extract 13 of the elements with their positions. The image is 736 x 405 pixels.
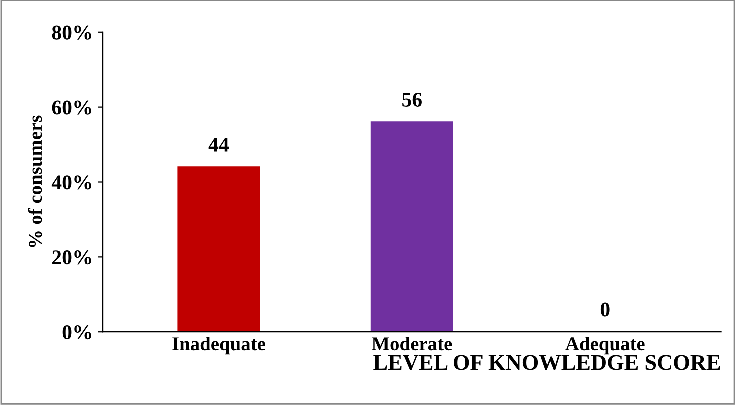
- y-tick-label: 80%: [52, 26, 92, 40]
- x-tick-label: Moderate: [372, 336, 452, 351]
- data-label: 44: [208, 138, 229, 152]
- y-tick-label: 60%: [52, 100, 92, 115]
- data-label: 0: [600, 302, 610, 317]
- data-label: 56: [402, 92, 422, 107]
- y-tick-label: 0%: [62, 325, 92, 340]
- x-tick-label: Inadequate: [172, 336, 266, 355]
- y-tick-label: 20%: [52, 250, 92, 265]
- y-tick-label: 40%: [52, 176, 92, 190]
- x-axis-title: LEVEL OF KNOWLEDGE SCORE: [374, 355, 720, 370]
- x-tick-label: Adequate: [566, 336, 645, 355]
- y-axis-title: % of consumers: [28, 116, 42, 248]
